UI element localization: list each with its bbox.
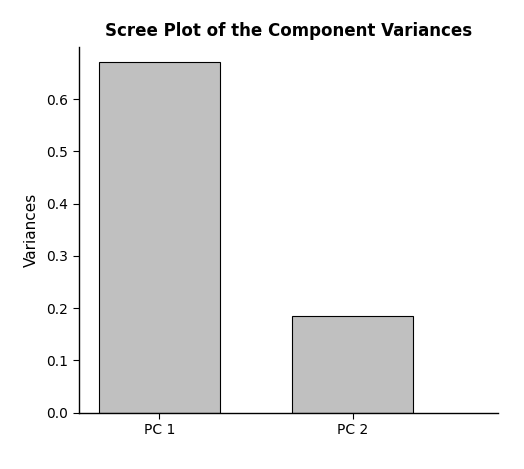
Y-axis label: Variances: Variances (24, 193, 39, 267)
Bar (99, 61, 220, 413)
Bar (292, 316, 413, 413)
Title: Scree Plot of the Component Variances: Scree Plot of the Component Variances (105, 22, 472, 40)
